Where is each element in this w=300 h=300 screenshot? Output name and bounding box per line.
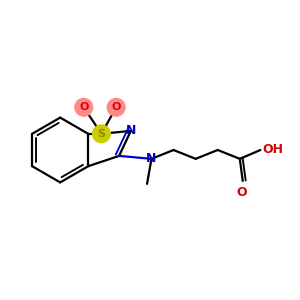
Text: OH: OH (262, 143, 283, 157)
Text: O: O (112, 102, 121, 112)
Circle shape (75, 98, 93, 116)
Text: N: N (146, 152, 157, 165)
Text: S: S (98, 129, 105, 139)
Text: N: N (126, 124, 136, 137)
Text: O: O (79, 102, 88, 112)
Circle shape (107, 98, 125, 116)
Circle shape (93, 125, 110, 142)
Text: O: O (236, 186, 247, 199)
